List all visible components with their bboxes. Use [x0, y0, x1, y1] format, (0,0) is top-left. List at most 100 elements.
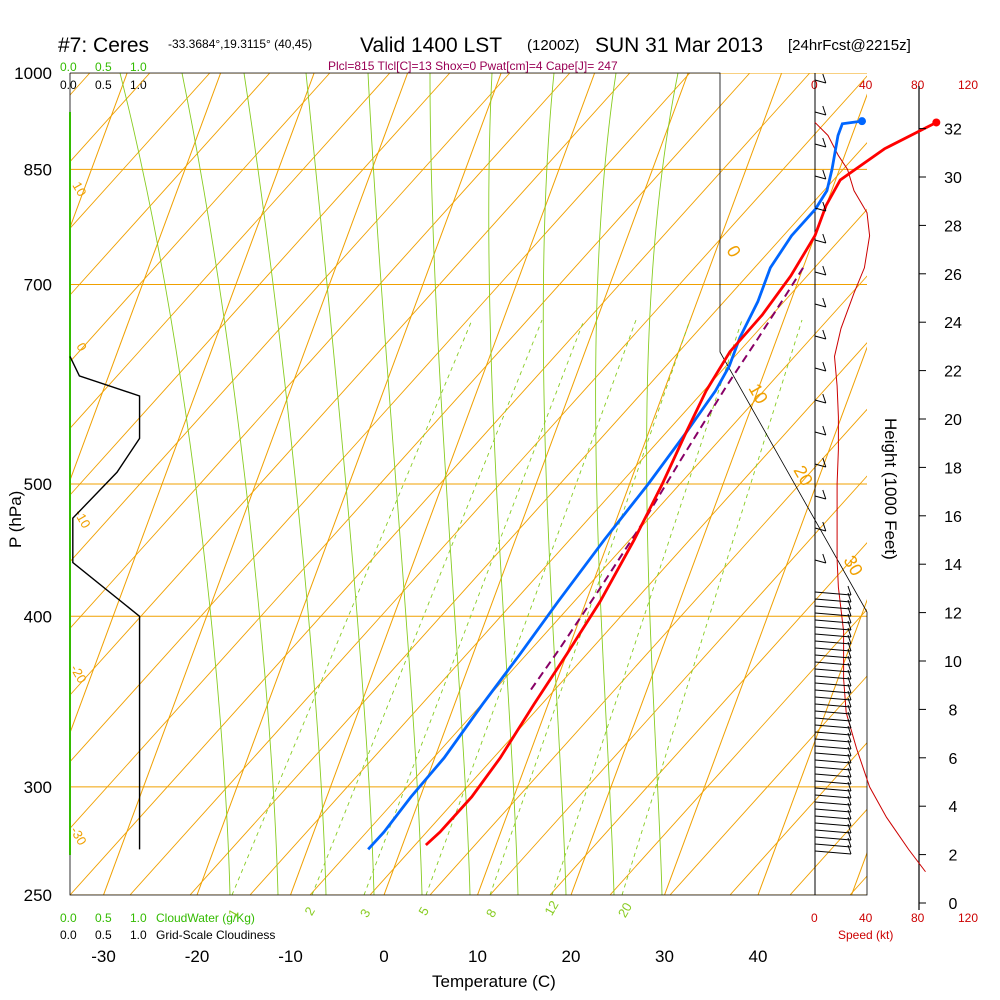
- cloud-water-tick: 0.5: [95, 911, 112, 925]
- wind-barb: [814, 79, 826, 84]
- dry-adiabat: [70, 73, 571, 630]
- indices-line: Plcl=815 Tlcl[C]=13 Shox=0 Pwat[cm]=4 Ca…: [328, 59, 618, 73]
- y-tick-label: 400: [24, 607, 52, 626]
- cloud-water-label: CloudWater (g/Kg): [156, 911, 255, 925]
- x-tick-label: 30: [655, 947, 674, 966]
- y2-tick-label: 8: [949, 702, 958, 719]
- cloudiness-tick: 0.5: [95, 928, 112, 942]
- isotherm-line: [70, 73, 128, 229]
- wind-barb: [814, 717, 852, 722]
- mixing-ratio-line: [621, 319, 803, 895]
- y2-axis-label: Height (1000 Feet): [881, 418, 900, 560]
- moist-adiabat: [542, 73, 567, 895]
- dry-adiabat: [129, 75, 867, 895]
- wind-barb: [814, 745, 852, 750]
- wind-barb: [814, 431, 826, 436]
- dry-adiabat: [70, 73, 691, 763]
- wind-barb-flag: [847, 844, 852, 855]
- wind-barb-flag: [847, 662, 852, 673]
- wind-barb: [814, 696, 852, 701]
- wind-barb-flag: [822, 521, 827, 532]
- speed-scale-bottom: 0 40 80 120 Speed (kt): [811, 911, 978, 942]
- mixing-ratio-label: 12: [541, 898, 561, 918]
- dry-adiabat: [70, 73, 271, 296]
- wind-barb: [814, 143, 826, 148]
- plot-frame: [69, 72, 926, 910]
- mixing-ratio-line: [489, 319, 691, 895]
- wind-barb-flag: [822, 393, 827, 404]
- isotherm-line: [945, 73, 1000, 895]
- wind-barb: [814, 766, 852, 771]
- wind-barb-flag: [847, 606, 852, 617]
- wind-barb-flag: [822, 105, 827, 116]
- dry-adiabat: [369, 342, 867, 895]
- cloud-water-tick: 0.0: [60, 911, 77, 925]
- wind-barb-flag: [847, 767, 852, 778]
- cloudiness-tick: 0.0: [60, 928, 77, 942]
- wind-barb-flag: [822, 329, 827, 340]
- isotherm-label: 20: [790, 462, 817, 489]
- y2-tick-label: 28: [944, 218, 962, 235]
- dry-adiabat: [70, 73, 511, 563]
- x-tick-label: -30: [91, 947, 116, 966]
- wind-barb-flag: [822, 137, 827, 148]
- wind-barb: [814, 207, 826, 212]
- mixing-ratio-line: [425, 319, 637, 895]
- dry-adiabat: [910, 73, 1000, 895]
- wind-barb-flag: [847, 620, 852, 631]
- wind-barb-flag: [847, 774, 852, 785]
- valid-time: Valid 1400 LST: [360, 34, 502, 57]
- valid-date: SUN 31 Mar 2013: [595, 34, 763, 57]
- isotherm-line: [477, 73, 783, 895]
- wind-barb-flag: [847, 795, 852, 806]
- isotherm-label: -10: [71, 507, 93, 531]
- moist-adiabat: [305, 73, 375, 895]
- dry-adiabat: [429, 408, 867, 895]
- dry-adiabat: [70, 73, 331, 363]
- mixing-ratio-label: 3: [357, 906, 374, 920]
- y2-tick-label: 4: [949, 799, 958, 816]
- cloudiness-profile: [69, 356, 141, 850]
- wind-barb-flag: [847, 599, 852, 610]
- wind-barb: [814, 829, 852, 834]
- temperature-curve: [424, 121, 937, 847]
- isotherm-line: [196, 73, 502, 895]
- speed-tick: 0: [811, 911, 818, 925]
- cloudiness-tick: 0.0: [60, 78, 77, 92]
- wind-barb-flag: [822, 169, 827, 180]
- tick-labels: -30 -20 -10 0 10 20 30 402503004005007008501000…: [14, 64, 962, 966]
- wind-barb-flag: [847, 823, 852, 834]
- moist-adiabat: [595, 73, 617, 895]
- surface-temperature-dot: [932, 118, 941, 127]
- wind-barb-flag: [847, 613, 852, 624]
- wind-barb: [814, 399, 826, 404]
- wind-barb: [814, 303, 826, 308]
- dry-adiabat: [70, 73, 811, 895]
- wind-barb-flag: [822, 201, 827, 212]
- isotherm-label: 10: [69, 179, 89, 199]
- dry-adiabat: [309, 275, 867, 895]
- wind-barb-flag: [847, 704, 852, 715]
- x-tick-label: 0: [379, 947, 388, 966]
- wind-barb-flag: [847, 816, 852, 827]
- dry-adiabat: [189, 142, 867, 895]
- wind-barb-flag: [847, 732, 852, 743]
- y2-tick-label: 2: [949, 848, 958, 865]
- mixing-ratio-label: 5: [415, 904, 432, 918]
- dry-adiabat: [729, 742, 867, 895]
- wind-barb: [814, 111, 826, 116]
- y2-tick-label: 20: [944, 412, 962, 429]
- wind-barb: [814, 752, 852, 757]
- cloud-water-tick: 1.0: [130, 911, 147, 925]
- wind-barb: [814, 239, 826, 244]
- wind-barb: [814, 559, 826, 564]
- wind-barb-flag: [847, 760, 852, 771]
- y2-tick-label: 30: [944, 170, 962, 187]
- wind-barb-flag: [822, 489, 827, 500]
- speed-axis-label: Speed (kt): [838, 928, 893, 942]
- wind-barb-flag: [822, 425, 827, 436]
- isotherm-label: 0: [723, 242, 745, 261]
- x-tick-label: -10: [278, 947, 303, 966]
- wind-barb: [814, 626, 852, 631]
